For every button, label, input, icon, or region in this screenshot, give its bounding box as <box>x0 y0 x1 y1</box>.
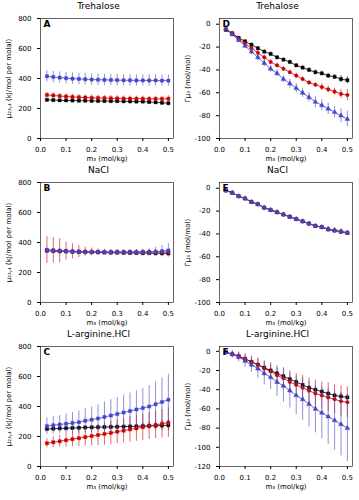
svg-text:-60: -60 <box>199 405 210 413</box>
svg-text:0: 0 <box>27 135 31 143</box>
svg-text:μ₂₃,₄ (kJ/mol per molal): μ₂₃,₄ (kJ/mol per molal) <box>5 202 13 282</box>
svg-text:-80: -80 <box>199 276 210 284</box>
svg-text:0.4: 0.4 <box>137 474 149 482</box>
svg-text:A: A <box>44 19 51 29</box>
svg-text:0.0: 0.0 <box>214 310 225 318</box>
svg-text:-20: -20 <box>199 207 210 215</box>
svg-text:-60: -60 <box>199 89 210 97</box>
svg-text:0.3: 0.3 <box>291 310 302 318</box>
svg-text:F: F <box>223 347 229 357</box>
svg-text:0.2: 0.2 <box>265 474 276 482</box>
svg-text:m₃ (mol/kg): m₃ (mol/kg) <box>265 319 306 327</box>
svg-text:-60: -60 <box>199 253 210 261</box>
svg-text:0.0: 0.0 <box>214 146 225 154</box>
svg-text:D: D <box>223 19 230 29</box>
html-text:Trehalose: Trehalose <box>256 1 299 11</box>
svg-text:0.0: 0.0 <box>35 310 46 318</box>
svg-text:0.0: 0.0 <box>35 474 46 482</box>
svg-text:800: 800 <box>18 179 31 187</box>
svg-text:0.3: 0.3 <box>291 146 302 154</box>
svg-text:Γμ₃ (mol/mol): Γμ₃ (mol/mol) <box>184 219 192 267</box>
svg-text:0.1: 0.1 <box>240 310 251 318</box>
svg-text:0: 0 <box>27 463 31 471</box>
svg-text:m₃ (mol/kg): m₃ (mol/kg) <box>86 483 127 491</box>
svg-text:-40: -40 <box>199 230 210 238</box>
svg-text:0.2: 0.2 <box>265 146 276 154</box>
svg-text:0.1: 0.1 <box>61 146 72 154</box>
html-text:L-arginine.HCl: L-arginine.HCl <box>66 329 131 339</box>
svg-text:400: 400 <box>18 239 31 247</box>
svg-text:-40: -40 <box>199 66 210 74</box>
svg-text:200: 200 <box>18 269 31 277</box>
svg-text:0.1: 0.1 <box>61 310 72 318</box>
svg-text:0.5: 0.5 <box>163 474 174 482</box>
svg-text:m₃ (mol/kg): m₃ (mol/kg) <box>86 319 127 327</box>
svg-text:0: 0 <box>206 20 210 28</box>
svg-text:0: 0 <box>206 348 210 356</box>
svg-text:0.0: 0.0 <box>214 474 225 482</box>
svg-text:m₃ (mol/kg): m₃ (mol/kg) <box>265 483 306 491</box>
svg-text:0.2: 0.2 <box>86 310 97 318</box>
html-text:Trehalose: Trehalose <box>77 1 120 11</box>
svg-text:m₃ (mol/kg): m₃ (mol/kg) <box>86 155 127 163</box>
svg-text:200: 200 <box>18 433 31 441</box>
svg-text:0.5: 0.5 <box>163 310 174 318</box>
svg-text:0.3: 0.3 <box>112 310 123 318</box>
svg-text:μ₂₃,₄ (kJ/mol per molal): μ₂₃,₄ (kJ/mol per molal) <box>5 366 13 446</box>
svg-text:0.5: 0.5 <box>163 146 174 154</box>
svg-text:0.4: 0.4 <box>137 146 149 154</box>
svg-text:0.5: 0.5 <box>342 310 353 318</box>
html-text:L-arginine.HCl: L-arginine.HCl <box>245 329 310 339</box>
svg-text:μ₂₃,₄ (kJ/mol per molal): μ₂₃,₄ (kJ/mol per molal) <box>5 38 13 118</box>
svg-text:0.5: 0.5 <box>342 474 353 482</box>
svg-text:0.2: 0.2 <box>265 310 276 318</box>
svg-text:0.5: 0.5 <box>342 146 353 154</box>
svg-text:0.4: 0.4 <box>316 474 328 482</box>
svg-text:Γμ₃ (mol/mol): Γμ₃ (mol/mol) <box>184 383 192 431</box>
html-text:NaCl: NaCl <box>88 165 109 175</box>
svg-text:-40: -40 <box>199 386 210 394</box>
svg-text:0.2: 0.2 <box>86 474 97 482</box>
svg-text:B: B <box>44 183 51 193</box>
svg-text:200: 200 <box>18 105 31 113</box>
svg-text:-80: -80 <box>199 112 210 120</box>
svg-text:-100: -100 <box>195 444 211 452</box>
svg-text:m₃ (mol/kg): m₃ (mol/kg) <box>265 155 306 163</box>
svg-text:0: 0 <box>27 299 31 307</box>
svg-text:0.1: 0.1 <box>240 146 251 154</box>
svg-text:0.3: 0.3 <box>291 474 302 482</box>
svg-text:C: C <box>44 347 51 357</box>
svg-text:800: 800 <box>18 15 31 23</box>
svg-text:0.4: 0.4 <box>316 146 328 154</box>
svg-text:-120: -120 <box>195 463 211 471</box>
svg-text:600: 600 <box>18 209 31 217</box>
svg-text:0.3: 0.3 <box>112 146 123 154</box>
svg-text:-100: -100 <box>195 299 211 307</box>
svg-text:0.0: 0.0 <box>35 146 46 154</box>
svg-text:-100: -100 <box>195 135 211 143</box>
svg-text:400: 400 <box>18 75 31 83</box>
svg-text:0: 0 <box>206 184 210 192</box>
svg-text:0.4: 0.4 <box>137 310 149 318</box>
svg-text:Γμ₃ (mol/mol): Γμ₃ (mol/mol) <box>184 55 192 103</box>
svg-text:400: 400 <box>18 403 31 411</box>
svg-text:0.1: 0.1 <box>61 474 72 482</box>
svg-text:600: 600 <box>18 45 31 53</box>
svg-text:-80: -80 <box>199 424 210 432</box>
svg-text:0.2: 0.2 <box>86 146 97 154</box>
svg-text:-20: -20 <box>199 367 210 375</box>
svg-text:800: 800 <box>18 343 31 351</box>
svg-text:E: E <box>223 183 229 193</box>
html-text:NaCl: NaCl <box>267 165 288 175</box>
svg-text:0.1: 0.1 <box>240 474 251 482</box>
svg-text:-20: -20 <box>199 43 210 51</box>
svg-text:0.3: 0.3 <box>112 474 123 482</box>
svg-text:600: 600 <box>18 373 31 381</box>
svg-text:0.4: 0.4 <box>316 310 328 318</box>
